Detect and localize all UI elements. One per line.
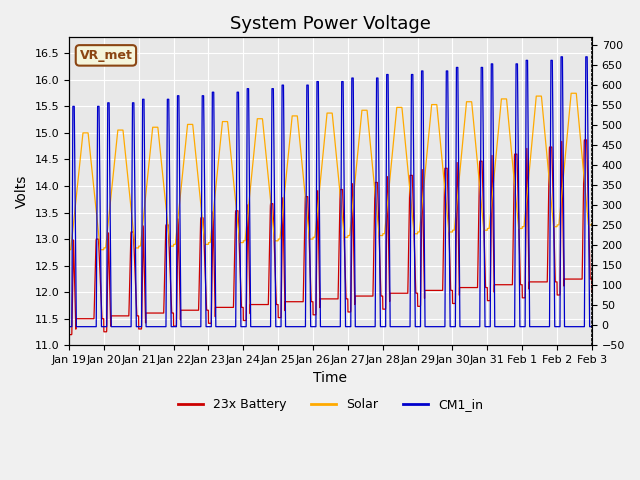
CM1_in <box>504 324 512 330</box>
Solar <box>602 87 610 93</box>
23x Battery <box>65 332 73 337</box>
23x Battery <box>538 279 545 285</box>
23x Battery <box>616 130 623 136</box>
Line: 23x Battery: 23x Battery <box>69 133 627 335</box>
CM1_in <box>538 324 545 330</box>
Legend: 23x Battery, Solar, CM1_in: 23x Battery, Solar, CM1_in <box>173 393 488 416</box>
CM1_in <box>592 50 600 56</box>
Solar <box>419 189 427 194</box>
Solar <box>538 94 545 100</box>
CM1_in <box>617 50 625 56</box>
Solar <box>179 164 187 169</box>
CM1_in <box>623 324 630 330</box>
CM1_in <box>65 324 73 330</box>
23x Battery <box>623 273 630 279</box>
23x Battery <box>468 285 476 290</box>
Text: VR_met: VR_met <box>79 49 132 62</box>
CM1_in <box>419 111 427 117</box>
Solar <box>504 112 512 118</box>
X-axis label: Time: Time <box>314 371 348 384</box>
Solar <box>468 107 476 113</box>
23x Battery <box>504 282 512 288</box>
Solar <box>617 192 625 197</box>
Solar <box>623 220 630 226</box>
23x Battery <box>179 307 187 313</box>
23x Battery <box>617 130 625 136</box>
CM1_in <box>179 324 187 330</box>
Line: Solar: Solar <box>69 90 627 250</box>
CM1_in <box>468 324 476 330</box>
Solar <box>65 247 73 252</box>
Title: System Power Voltage: System Power Voltage <box>230 15 431 33</box>
Y-axis label: Volts: Volts <box>15 175 29 208</box>
23x Battery <box>419 226 427 232</box>
Line: CM1_in: CM1_in <box>69 53 627 327</box>
